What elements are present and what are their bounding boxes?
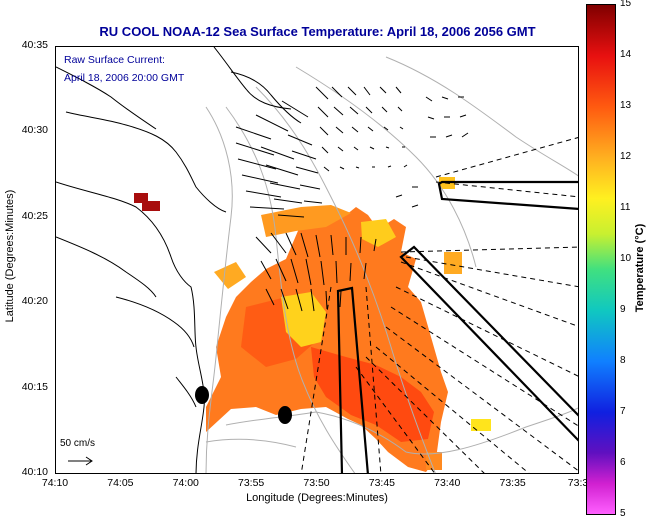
colorbar-tick-label: 9	[620, 304, 626, 315]
colorbar-tick-label: 12	[620, 151, 632, 162]
sst-patch-yellow2	[361, 219, 396, 247]
y-tick-label: 40:35	[21, 39, 48, 51]
colorbar-label: Temperature (°C)	[634, 223, 646, 313]
y-tick-label: 40:10	[21, 466, 48, 478]
colorbar-tick-label: 8	[620, 355, 626, 366]
x-tick-label: 74:05	[107, 477, 134, 489]
radial-lines	[300, 137, 578, 473]
colorbar-tick-label: 10	[620, 253, 632, 264]
scale-label: 50 cm/s	[60, 438, 96, 449]
coverage-boxes	[336, 180, 578, 473]
colorbar-tick-label: 5	[620, 508, 626, 519]
radar-site-1	[195, 386, 209, 404]
sst-spot-right-3	[471, 419, 491, 431]
sst-spot-lower	[426, 452, 442, 470]
colorbar-tick-label: 15	[620, 0, 632, 9]
vectors-south-field	[255, 232, 377, 312]
sst-patch-cool-west	[214, 262, 246, 289]
x-tick-label: 73:45	[368, 477, 396, 489]
colorbar-tick-label: 13	[620, 100, 632, 111]
colorbar-tick-label: 14	[620, 49, 632, 60]
x-tick-label: 74:00	[172, 477, 199, 489]
annotation-line2: April 18, 2006 20:00 GMT	[64, 72, 185, 84]
y-tick-label: 40:25	[21, 209, 48, 222]
chart-title: RU COOL NOAA-12 Sea Surface Temperature:…	[99, 24, 536, 39]
vectors-mid	[315, 86, 408, 172]
y-axis-label: Latitude (Degrees:Minutes)	[4, 189, 16, 323]
vectors-dense-north	[235, 100, 323, 218]
colorbar-gradient	[587, 5, 615, 514]
x-tick-label: 73:35	[499, 477, 526, 489]
y-tick-label: 40:20	[21, 295, 48, 308]
scale-arrow	[68, 456, 93, 466]
sst-patch-yellow	[281, 292, 326, 347]
colorbar-tick-label: 7	[620, 406, 626, 417]
x-tick-label: 73:55	[237, 477, 265, 489]
colorbar	[586, 4, 616, 515]
y-tick-label: 40:15	[21, 380, 48, 393]
x-tick-label: 73:3	[567, 477, 589, 489]
sst-patch-warm	[311, 347, 434, 442]
radar-site-2	[278, 406, 292, 424]
y-tick-label: 40:30	[21, 124, 48, 137]
sst-spot-red-west	[134, 193, 160, 211]
sst-patch-orange-top	[261, 205, 351, 237]
x-tick-label: 73:40	[434, 477, 461, 489]
sst-spot-right-2	[444, 252, 462, 274]
sst-field	[134, 177, 491, 472]
plot-area	[55, 46, 579, 474]
colorbar-tick-label: 6	[620, 457, 626, 468]
x-axis-label: Longitude (Degrees:Minutes)	[246, 492, 388, 504]
x-tick-label: 74:10	[41, 477, 69, 489]
x-tick-label: 73:50	[303, 477, 330, 489]
map-svg	[56, 47, 578, 473]
annotation-line1: Raw Surface Current:	[64, 54, 165, 66]
coastline	[56, 47, 302, 473]
vectors-east	[395, 96, 469, 208]
colorbar-tick-label: 11	[620, 202, 631, 213]
current-vectors	[235, 86, 469, 312]
